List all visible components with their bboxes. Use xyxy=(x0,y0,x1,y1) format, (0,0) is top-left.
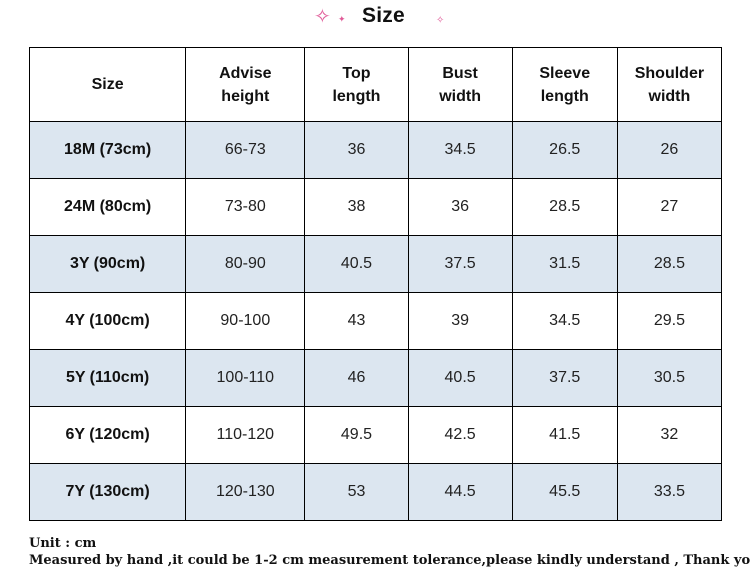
cell-top-length: 43 xyxy=(304,292,409,350)
header-size: Size xyxy=(28,47,187,122)
table-row: 4Y (100cm) 90-100 43 39 34.5 29.5 xyxy=(28,292,723,350)
cell-advise-height: 73-80 xyxy=(185,178,306,236)
cell-advise-height: 80-90 xyxy=(185,235,306,293)
cell-advise-height: 110-120 xyxy=(185,406,306,464)
table-header-row: Size Advise height Top length Bust width Sl… xyxy=(28,47,723,122)
cell-shoulder-width: 27 xyxy=(616,178,723,236)
page-title: Size xyxy=(362,4,405,27)
cell-size: 3Y (90cm) xyxy=(28,235,187,293)
cell-advise-height: 100-110 xyxy=(185,349,306,407)
cell-advise-height: 66-73 xyxy=(185,121,306,179)
cell-sleeve-length: 34.5 xyxy=(511,292,618,350)
table-row: 24M (80cm) 73-80 38 36 28.5 27 xyxy=(28,178,723,236)
size-chart-table: Size Advise height Top length Bust width Sl… xyxy=(28,47,723,521)
cell-sleeve-length: 28.5 xyxy=(511,178,618,236)
table-row: 5Y (110cm) 100-110 46 40.5 37.5 30.5 xyxy=(28,349,723,407)
cell-bust-width: 44.5 xyxy=(407,463,513,521)
cell-top-length: 46 xyxy=(304,349,409,407)
sparkle-icon: ✧ xyxy=(314,4,331,28)
cell-sleeve-length: 45.5 xyxy=(511,463,618,521)
cell-top-length: 49.5 xyxy=(304,406,409,464)
cell-sleeve-length: 26.5 xyxy=(511,121,618,179)
cell-shoulder-width: 32 xyxy=(616,406,723,464)
title-area: ✧ ✦ ✧ Size xyxy=(0,0,750,40)
cell-sleeve-length: 31.5 xyxy=(511,235,618,293)
tolerance-note: Measured by hand ,it could be 1-2 cm mea… xyxy=(29,553,750,568)
table-row: 7Y (130cm) 120-130 53 44.5 45.5 33.5 xyxy=(28,463,723,521)
table-row: 18M (73cm) 66-73 36 34.5 26.5 26 xyxy=(28,121,723,179)
cell-top-length: 40.5 xyxy=(304,235,409,293)
cell-sleeve-length: 41.5 xyxy=(511,406,618,464)
cell-shoulder-width: 29.5 xyxy=(616,292,723,350)
table-row: 3Y (90cm) 80-90 40.5 37.5 31.5 28.5 xyxy=(28,235,723,293)
header-sleeve-length: Sleeve length xyxy=(511,47,618,122)
cell-bust-width: 42.5 xyxy=(407,406,513,464)
sparkle-icon: ✦ xyxy=(338,15,346,25)
cell-bust-width: 39 xyxy=(407,292,513,350)
cell-bust-width: 36 xyxy=(407,178,513,236)
cell-top-length: 53 xyxy=(304,463,409,521)
cell-shoulder-width: 30.5 xyxy=(616,349,723,407)
cell-bust-width: 34.5 xyxy=(407,121,513,179)
cell-sleeve-length: 37.5 xyxy=(511,349,618,407)
header-advise-height: Advise height xyxy=(185,47,306,122)
header-shoulder-width: Shoulder width xyxy=(616,47,723,122)
cell-bust-width: 40.5 xyxy=(407,349,513,407)
cell-bust-width: 37.5 xyxy=(407,235,513,293)
cell-size: 18M (73cm) xyxy=(28,121,187,179)
header-bust-width: Bust width xyxy=(407,47,513,122)
sparkle-icon: ✧ xyxy=(436,15,445,26)
cell-size: 4Y (100cm) xyxy=(28,292,187,350)
cell-shoulder-width: 33.5 xyxy=(616,463,723,521)
cell-top-length: 38 xyxy=(304,178,409,236)
cell-shoulder-width: 28.5 xyxy=(616,235,723,293)
cell-size: 7Y (130cm) xyxy=(28,463,187,521)
cell-size: 6Y (120cm) xyxy=(28,406,187,464)
measurement-notes: Unit : cm Measured by hand ,it could be … xyxy=(29,535,750,569)
cell-top-length: 36 xyxy=(304,121,409,179)
cell-size: 24M (80cm) xyxy=(28,178,187,236)
cell-advise-height: 120-130 xyxy=(185,463,306,521)
table-row: 6Y (120cm) 110-120 49.5 42.5 41.5 32 xyxy=(28,406,723,464)
cell-shoulder-width: 26 xyxy=(616,121,723,179)
cell-advise-height: 90-100 xyxy=(185,292,306,350)
header-top-length: Top length xyxy=(304,47,409,122)
cell-size: 5Y (110cm) xyxy=(28,349,187,407)
unit-note: Unit : cm xyxy=(29,536,97,551)
